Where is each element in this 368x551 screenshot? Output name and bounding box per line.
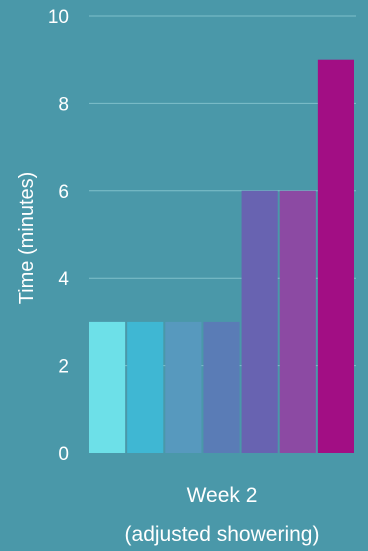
bar-1 <box>89 321 126 453</box>
bar-5 <box>241 190 278 454</box>
y-tick-label: 2 <box>58 357 69 378</box>
y-tick-label: 10 <box>48 7 69 28</box>
grid-lines <box>89 15 356 367</box>
y-tick-labels: 0 2 4 6 8 10 <box>48 7 70 465</box>
bar-6 <box>279 190 316 454</box>
bars <box>89 59 354 454</box>
bar-4 <box>203 321 240 453</box>
y-tick-label: 6 <box>58 182 69 203</box>
y-axis-title: Time (minutes) <box>16 172 38 305</box>
x-axis-title-line-1: Week 2 <box>187 484 258 507</box>
bar-3 <box>165 321 202 453</box>
bar-2 <box>127 321 164 453</box>
y-tick-label: 4 <box>58 269 69 290</box>
y-tick-label: 0 <box>58 444 69 465</box>
bar-7 <box>317 59 354 453</box>
x-axis-title-line-2: (adjusted showering) <box>125 523 320 546</box>
y-tick-label: 8 <box>58 94 69 115</box>
